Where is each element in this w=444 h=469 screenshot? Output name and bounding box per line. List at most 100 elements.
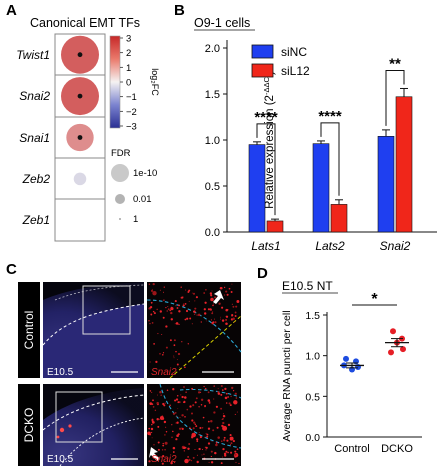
control-punctum — [205, 288, 207, 291]
dcko-punctum — [215, 443, 218, 447]
dcko-punctum — [232, 389, 235, 392]
dcko-punctum — [191, 432, 196, 438]
dcko-punctum — [149, 433, 152, 436]
row-label-dcko: DCKO — [22, 408, 36, 443]
control-punctum — [234, 311, 237, 314]
dcko-punctum — [191, 419, 194, 422]
control-punctum — [182, 304, 185, 307]
control-punctum — [170, 306, 174, 311]
colorbar — [109, 35, 121, 129]
dcko-punctum — [226, 439, 229, 442]
snai2-puncta-control — [148, 282, 240, 369]
dcko-punctum — [189, 427, 192, 430]
legend-label-sinc: siNC — [281, 45, 307, 59]
dcko-punctum — [184, 416, 186, 418]
legend-swatch-sinc — [251, 44, 274, 59]
dcko-punctum — [157, 448, 160, 451]
dcko-punctum — [188, 458, 191, 462]
gene-labels: Twist1 Snai2 Snai1 Zeb2 Zeb1 — [16, 48, 50, 227]
panel-b-bars — [248, 87, 413, 233]
control-punctum — [183, 303, 185, 305]
panel-b-title: O9-1 cells — [194, 16, 250, 30]
control-punctum — [220, 318, 221, 320]
dcko-punctum — [203, 385, 205, 388]
panel-d-significance: * — [352, 291, 397, 308]
dcko-punctum — [234, 413, 236, 415]
control-punctum — [184, 303, 187, 305]
control-punctum — [156, 308, 158, 311]
control-punctum — [178, 323, 180, 326]
dcko-punctum — [172, 388, 175, 391]
dcko-punctum — [151, 437, 153, 439]
dcko-punctum — [199, 391, 202, 393]
control-punctum — [177, 352, 181, 356]
dcko-punctum — [164, 402, 166, 404]
dcko-punctum — [233, 400, 238, 405]
dcko-punctum — [176, 394, 179, 397]
dcko-punctum — [221, 424, 224, 428]
dcko-punctum — [164, 434, 166, 436]
dcko-punctum — [227, 396, 229, 398]
dcko-punctum — [192, 404, 195, 407]
control-punctum — [165, 306, 167, 309]
dcko-punctum — [148, 427, 151, 430]
control-punctum — [191, 323, 193, 325]
panel-d-axes — [326, 312, 422, 438]
dcko-punctum — [161, 462, 164, 465]
control-punctum — [234, 315, 237, 317]
dcko-punctum — [172, 451, 175, 453]
dcko-punctum — [236, 411, 238, 413]
control-punctum — [178, 310, 181, 313]
colorbar-tick-label: 2 — [126, 48, 131, 59]
dcko-punctum — [171, 424, 173, 426]
dcko-punctum — [169, 404, 171, 407]
dcko-punctum — [206, 433, 209, 436]
dcko-punctum — [198, 433, 200, 435]
bar-sinc-snai2 — [377, 136, 395, 233]
dcko-punctum — [234, 450, 237, 453]
dcko-punctum — [213, 411, 216, 414]
panel-letter-a: A — [6, 2, 17, 19]
control-punctum — [232, 317, 235, 321]
dcko-punctum — [222, 456, 224, 458]
stage-label-control: E10.5 — [47, 367, 74, 378]
control-punctum — [176, 307, 179, 309]
dcko-punctum — [162, 442, 164, 445]
panel-b-significance: **** ****** — [254, 55, 405, 216]
dcko-punctum — [189, 405, 192, 408]
dcko-punctum — [224, 455, 226, 457]
control-punctum — [195, 296, 198, 299]
stain-label-control: Snai2 — [151, 367, 177, 378]
control-punctum — [235, 305, 238, 308]
dcko-punctum — [172, 446, 176, 450]
dcko-punctum — [221, 440, 223, 442]
dcko-punctum — [232, 440, 235, 443]
dcko-punctum — [181, 427, 184, 431]
control-punctum — [187, 291, 190, 293]
gene-label-snai1: Snai1 — [19, 131, 50, 145]
control-punctum — [204, 301, 207, 304]
dcko-punctum — [207, 427, 211, 430]
dcko-punctum — [222, 425, 228, 431]
dcko-punctum — [183, 450, 185, 452]
panel-a-title: Canonical EMT TFs — [30, 16, 140, 30]
sig-label-snai2: ** — [389, 55, 401, 72]
control-punctum — [225, 308, 228, 312]
dcko-punctum — [170, 461, 173, 465]
control-punctum — [225, 318, 228, 321]
control-punctum — [210, 297, 214, 302]
control-punctum — [157, 333, 159, 335]
stain-label-dcko: Snai2 — [151, 454, 177, 465]
dcko-punctum — [234, 453, 237, 456]
control-punctum — [220, 286, 223, 290]
dcko-punctum — [207, 399, 211, 402]
dcko-punctum — [166, 389, 169, 392]
control-punctum — [180, 286, 182, 288]
colorbar-tick-label: 3 — [126, 34, 131, 45]
control-punctum — [193, 310, 196, 313]
dcko-punctum — [223, 436, 226, 439]
dcko-punctum — [216, 426, 219, 429]
dcko-punctum — [164, 441, 168, 445]
control-punctum — [173, 355, 175, 357]
sig-label-lats1: **** — [254, 109, 278, 126]
